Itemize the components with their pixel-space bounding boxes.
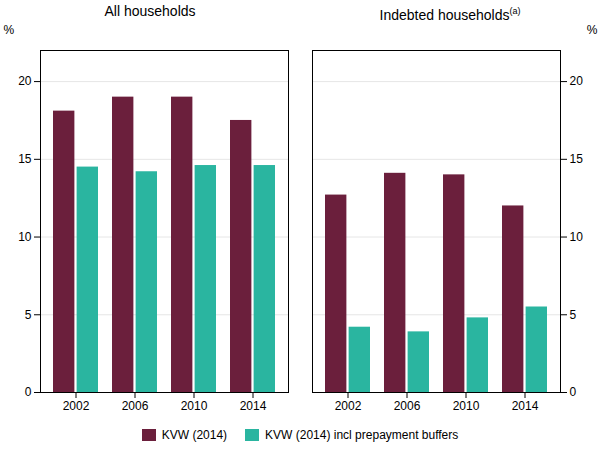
svg-text:10: 10 [18,230,32,244]
svg-text:20: 20 [570,74,584,88]
html-text:KVW (2014) incl prepayment buf: KVW (2014) incl prepayment buffers [265,428,459,442]
svg-text:2014: 2014 [512,399,539,413]
svg-text:2006: 2006 [122,399,149,413]
svg-text:5: 5 [25,308,32,322]
svg-text:%: % [4,23,15,37]
svg-text:0: 0 [25,385,32,399]
svg-text:10: 10 [570,230,584,244]
html-text:KVW (2014): KVW (2014) [161,428,228,442]
svg-text:0: 0 [570,385,577,399]
svg-text:2002: 2002 [335,399,362,413]
svg-text:2006: 2006 [394,399,421,413]
svg-text:2010: 2010 [181,399,208,413]
html-text:All households: All households [104,3,196,19]
svg-text:2010: 2010 [453,399,480,413]
svg-text:5: 5 [570,308,577,322]
svg-text:2002: 2002 [63,399,90,413]
svg-text:15: 15 [18,152,32,166]
svg-text:2014: 2014 [240,399,267,413]
svg-text:15: 15 [570,152,584,166]
svg-text:20: 20 [18,74,32,88]
svg-text:%: % [587,23,598,37]
html-text:Indebted households(a): Indebted households(a) [379,6,521,23]
